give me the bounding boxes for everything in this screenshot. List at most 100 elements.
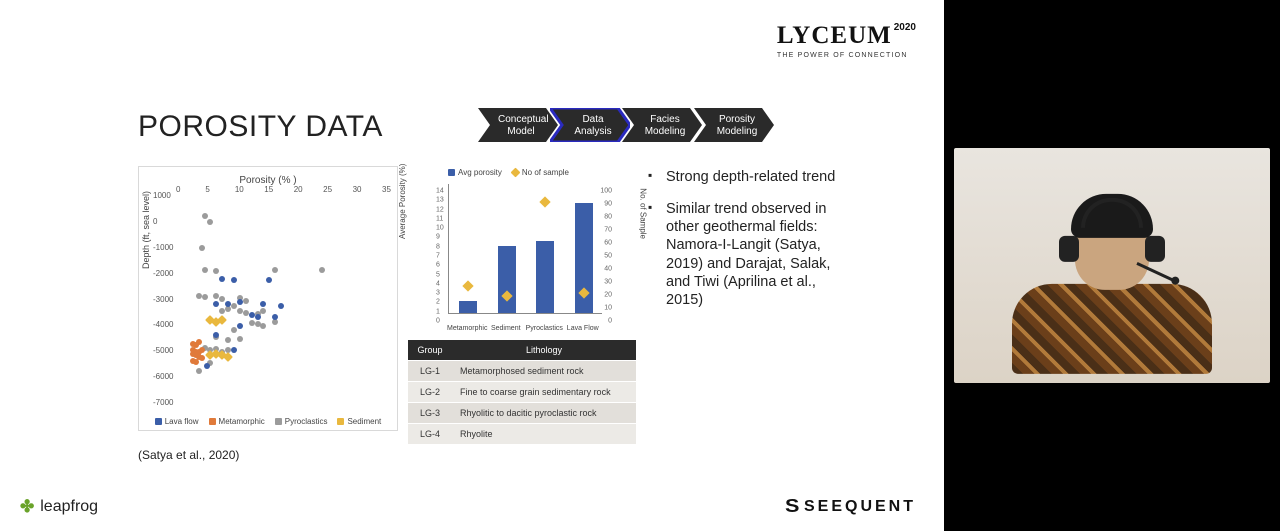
leapfrog-text: leapfrog — [40, 498, 98, 516]
scatter-point — [319, 267, 325, 273]
presenter-avatar — [1012, 199, 1212, 373]
scatter-ytick: -5000 — [153, 346, 173, 355]
scatter-point — [202, 213, 208, 219]
scatter-legend: Lava flow Metamorphic Pyroclastics Sediment — [139, 417, 397, 426]
scatter-xtick: 35 — [382, 185, 391, 194]
table-row: LG-4Rhyolite — [408, 424, 636, 445]
table-cell: LG-2 — [408, 382, 452, 403]
bar-y2tick: 50 — [604, 253, 612, 260]
bar-y2tick: 20 — [604, 292, 612, 299]
bar-y2tick: 80 — [604, 214, 612, 221]
table-cell: LG-1 — [408, 361, 452, 382]
scatter-point — [193, 359, 199, 365]
slide-title: POROSITY DATA — [138, 110, 383, 144]
workflow-step-2: FaciesModeling — [622, 108, 702, 142]
scatter-point — [199, 347, 205, 353]
bar-ytick: 9 — [436, 234, 440, 241]
bar-diamond — [463, 280, 474, 291]
table-cell: Fine to coarse grain sedimentary rock — [452, 382, 636, 403]
workflow-steps: ConceptualModelDataAnalysisFaciesModelin… — [478, 108, 766, 142]
scatter-point — [278, 303, 284, 309]
scatter-xtitle: Porosity (% ) — [139, 167, 397, 186]
bar-y2tick: 30 — [604, 279, 612, 286]
scatter-point — [204, 363, 210, 369]
bar-ytick: 6 — [436, 262, 440, 269]
bar-ytick: 13 — [436, 197, 444, 204]
bar-ytick: 3 — [436, 290, 440, 297]
scatter-point — [255, 314, 261, 320]
scatter-point — [266, 277, 272, 283]
logo-subtitle: THE POWER OF CONNECTION — [777, 52, 916, 59]
bar-ytick: 11 — [436, 215, 443, 222]
bar-ytick: 5 — [436, 271, 440, 278]
scatter-point — [237, 336, 243, 342]
logo-main-text: LYCEUM — [777, 22, 892, 50]
workflow-step-1: DataAnalysis — [550, 108, 630, 142]
bar-y2tick: 10 — [604, 305, 612, 312]
scatter-point — [231, 347, 237, 353]
scatter-point — [272, 267, 278, 273]
table-row: LG-3Rhyolitic to dacitic pyroclastic roc… — [408, 403, 636, 424]
bar — [536, 241, 554, 313]
stage: LYCEUM2020 THE POWER OF CONNECTION POROS… — [0, 0, 1280, 531]
bar — [498, 246, 516, 313]
bar-chart: Avg porosityNo of sample Average Porosit… — [408, 166, 636, 336]
scatter-legend-item: Sediment — [337, 417, 381, 426]
scatter-point — [219, 296, 225, 302]
scatter-point — [272, 314, 278, 320]
scatter-ytick: -3000 — [153, 295, 173, 304]
bar-category-label: Lava Flow — [567, 325, 599, 332]
scatter-ytick: 0 — [153, 217, 157, 226]
scatter-ylabel: Depth (ft, sea level) — [141, 190, 151, 268]
table-cell: Metamorphosed sediment rock — [452, 361, 636, 382]
scatter-xtick: 0 — [176, 185, 180, 194]
scatter-point — [196, 368, 202, 374]
table-cell: LG-3 — [408, 403, 452, 424]
scatter-point — [231, 327, 237, 333]
scatter-xtick: 30 — [353, 185, 362, 194]
scatter-point — [196, 339, 202, 345]
bar-ytick: 2 — [436, 299, 440, 306]
bar-ylabel: Average Porosity (%) — [398, 164, 407, 239]
scatter-legend-item: Lava flow — [155, 417, 199, 426]
scatter-legend-item: Pyroclastics — [275, 417, 328, 426]
leapfrog-icon: ✤ — [20, 497, 34, 517]
bar-y2label: No. of Sample — [639, 188, 648, 239]
scatter-point — [243, 298, 249, 304]
scatter-point — [213, 301, 219, 307]
table-header: Group — [408, 340, 452, 361]
logo-year: 2020 — [894, 22, 916, 33]
scatter-point — [237, 299, 243, 305]
scatter-point — [202, 294, 208, 300]
slide: LYCEUM2020 THE POWER OF CONNECTION POROS… — [0, 0, 944, 531]
bar-y2tick: 60 — [604, 240, 612, 247]
seequent-text: SEEQUENT — [804, 498, 916, 516]
scatter-point — [199, 245, 205, 251]
bar-diamond — [540, 197, 551, 208]
scatter-ytick: 1000 — [153, 191, 171, 200]
bar-ytick: 7 — [436, 253, 440, 260]
scatter-ytick: -4000 — [153, 320, 173, 329]
scatter-xtick: 15 — [264, 185, 273, 194]
bar-category-label: Pyroclastics — [526, 325, 563, 332]
bar-category-label: Metamorphic — [447, 325, 487, 332]
seequent-icon: S — [785, 496, 797, 517]
bullet-0: Strong depth-related trend — [648, 168, 848, 186]
scatter-legend-item: Metamorphic — [209, 417, 265, 426]
scatter-point — [272, 319, 278, 325]
scatter-point — [231, 277, 237, 283]
bullet-list: Strong depth-related trendSimilar trend … — [648, 168, 848, 323]
scatter-xtick: 25 — [323, 185, 332, 194]
scatter-point — [237, 323, 243, 329]
table-cell: Rhyolite — [452, 424, 636, 445]
scatter-xtick: 20 — [294, 185, 303, 194]
bar-legend: Avg porosityNo of sample — [448, 168, 569, 177]
table-row: LG-1Metamorphosed sediment rock — [408, 361, 636, 382]
webcam-panel — [944, 0, 1280, 531]
bar-ytick: 0 — [436, 318, 440, 325]
bar-y2tick: 100 — [600, 188, 612, 195]
bar — [459, 301, 477, 313]
bar-y2tick: 40 — [604, 266, 612, 273]
scatter-xtick: 5 — [205, 185, 209, 194]
scatter-point — [225, 337, 231, 343]
